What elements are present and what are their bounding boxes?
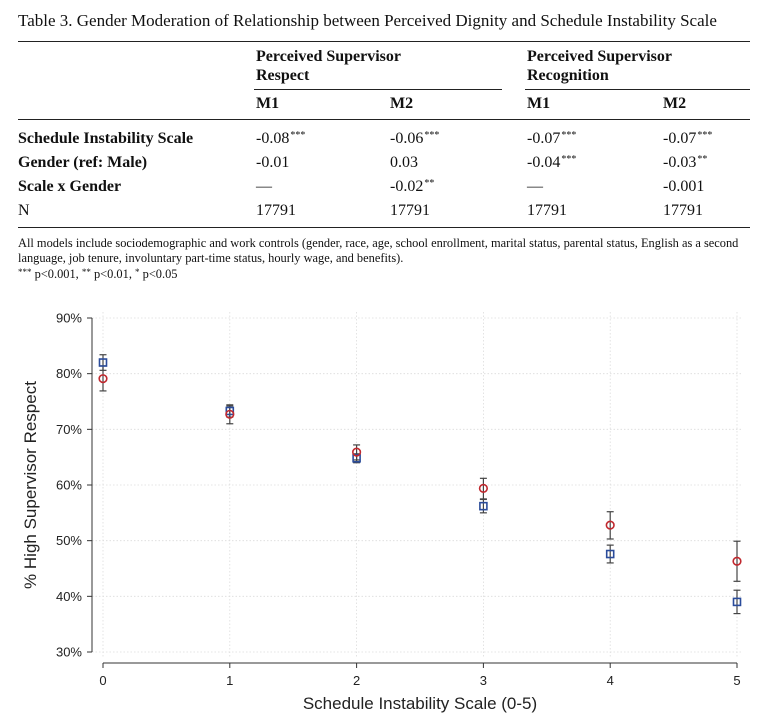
data-point-square <box>479 501 488 511</box>
x-tick-label: 3 <box>480 673 487 688</box>
y-tick-label: 60% <box>56 478 82 493</box>
table-cell: -0.07*** <box>527 130 577 147</box>
row-label: Scale x Gender <box>18 178 122 195</box>
y-tick-label: 30% <box>56 645 82 660</box>
data-point-square <box>352 453 361 463</box>
model-header: M1 <box>527 95 551 112</box>
table-cell: -0.02** <box>390 178 435 195</box>
table-cell: 17791 <box>256 202 296 219</box>
x-tick-label: 5 <box>733 673 740 688</box>
row-label: Gender (ref: Male) <box>18 154 148 171</box>
table-cell: -0.01 <box>256 154 290 171</box>
group-header-respect-line1: Perceived Supervisor <box>256 48 402 65</box>
data-point-square <box>732 597 742 607</box>
y-tick-label: 40% <box>56 589 82 604</box>
table-cell: -0.03** <box>663 154 708 171</box>
table-cell: -0.001 <box>663 178 705 195</box>
table-note: All models include sociodemographic and … <box>18 236 753 282</box>
y-tick-label: 90% <box>56 311 82 326</box>
table-bottom-rule <box>18 227 750 228</box>
significance-note: *** p<0.001, ** p<0.01, * p<0.05 <box>18 267 178 281</box>
y-tick-label: 50% <box>56 533 82 548</box>
group-rule-recognition <box>525 89 750 90</box>
y-tick-label: 70% <box>56 422 82 437</box>
table-cell: 17791 <box>663 202 703 219</box>
controls-note: All models include sociodemographic and … <box>18 236 739 265</box>
data-point-circle <box>732 556 742 566</box>
table-cell: — <box>527 178 543 195</box>
header-bottom-rule <box>18 119 750 120</box>
group-header-recognition-line1: Perceived Supervisor <box>527 48 673 65</box>
group-header-respect-line2: Respect <box>256 67 310 84</box>
data-point-circle <box>352 447 362 457</box>
data-point-circle <box>605 520 615 530</box>
table-cell: -0.08*** <box>256 130 306 147</box>
table-cell: — <box>256 178 272 195</box>
table-cell: 17791 <box>527 202 567 219</box>
data-point-square <box>225 406 235 416</box>
data-point-circle <box>478 483 489 493</box>
table-top-rule <box>18 41 750 42</box>
model-header: M2 <box>663 95 687 112</box>
x-axis-title: Schedule Instability Scale (0-5) <box>303 694 537 713</box>
data-point-circle <box>98 374 108 384</box>
table-cell: -0.04*** <box>527 154 577 171</box>
x-tick-label: 1 <box>226 673 233 688</box>
data-point-square <box>98 358 108 367</box>
table-cell: -0.06*** <box>390 130 440 147</box>
data-point-circle <box>225 409 235 419</box>
x-tick-label: 4 <box>607 673 614 688</box>
group-header-recognition-line2: Recognition <box>527 67 609 84</box>
x-tick-label: 0 <box>99 673 106 688</box>
model-header: M1 <box>256 95 280 112</box>
data-point-square <box>605 549 615 559</box>
table-cell: 0.03 <box>390 154 418 171</box>
table-cell: -0.07*** <box>663 130 713 147</box>
group-rule-respect <box>254 89 502 90</box>
row-label: N <box>18 202 30 219</box>
table-cell: 17791 <box>390 202 430 219</box>
row-label: Schedule Instability Scale <box>18 130 194 147</box>
table-caption: Table 3. Gender Moderation of Relationsh… <box>18 11 717 30</box>
x-tick-label: 2 <box>353 673 360 688</box>
y-tick-label: 80% <box>56 366 82 381</box>
model-header: M2 <box>390 95 414 112</box>
group-header-recognition: Perceived Supervisor Recognition <box>527 47 672 85</box>
y-axis-title: % High Supervisor Respect <box>21 381 40 589</box>
group-header-respect: Perceived Supervisor Respect <box>256 47 401 85</box>
